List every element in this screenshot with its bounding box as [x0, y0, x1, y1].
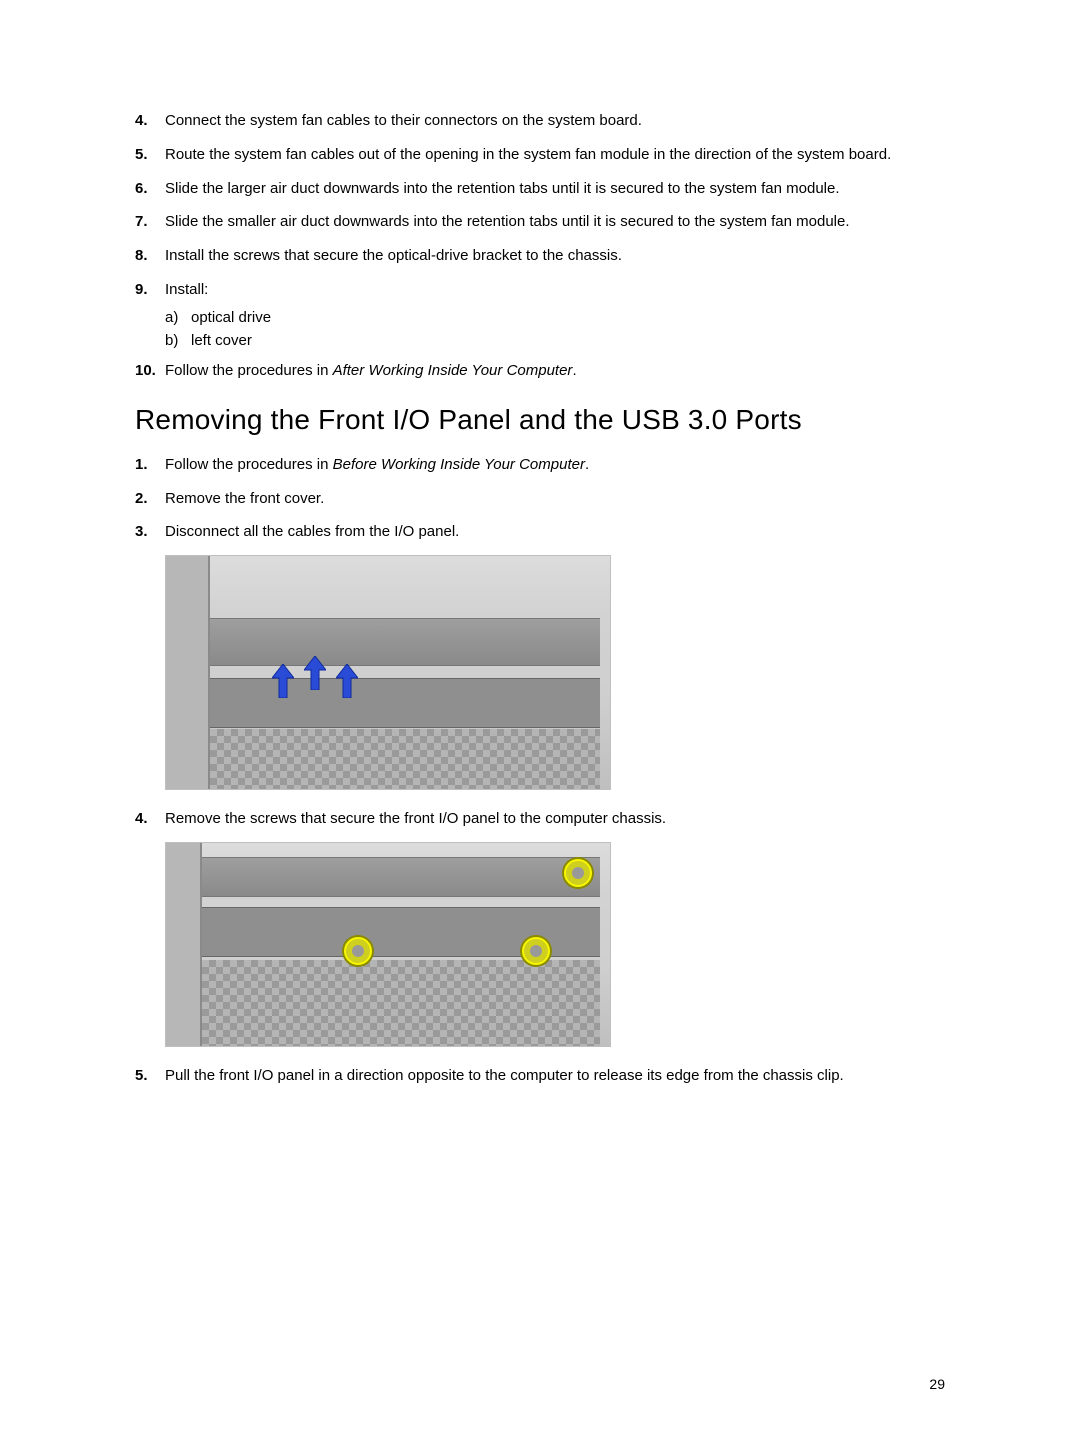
arrow-up-icon: [272, 664, 294, 698]
step-text: Pull the front I/O panel in a direction …: [165, 1065, 945, 1087]
mesh-grille: [202, 960, 600, 1046]
step-text: Connect the system fan cables to their c…: [165, 110, 945, 132]
step10-pre: Follow the procedures in: [165, 362, 333, 379]
step-number: 2.: [135, 488, 165, 510]
step-text: Slide the larger air duct downwards into…: [165, 178, 945, 200]
section-heading: Removing the Front I/O Panel and the USB…: [135, 404, 945, 436]
s2-1-pre: Follow the procedures in: [165, 456, 333, 473]
step-8: 8. Install the screws that secure the op…: [135, 245, 945, 267]
ordered-list-section2: 1. Follow the procedures in Before Worki…: [135, 454, 945, 1087]
step-number: 8.: [135, 245, 165, 267]
step-text: Slide the smaller air duct downwards int…: [165, 211, 945, 233]
sublist-text: left cover: [191, 330, 252, 352]
screw-highlight-icon: [522, 937, 550, 965]
step-text: Install: a) optical drive b) left cover: [165, 279, 945, 354]
install-sublist: a) optical drive b) left cover: [165, 307, 945, 353]
step-number: 3.: [135, 521, 165, 543]
step-text: Install the screws that secure the optic…: [165, 245, 945, 267]
page-number: 29: [929, 1376, 945, 1392]
step-number: 7.: [135, 211, 165, 233]
s2-step-5: 5. Pull the front I/O panel in a directi…: [135, 1065, 945, 1087]
screw-highlight-icon: [564, 859, 592, 887]
step-6: 6. Slide the larger air duct downwards i…: [135, 178, 945, 200]
s2-1-italic: Before Working Inside Your Computer: [333, 456, 585, 473]
sublist-item-a: a) optical drive: [165, 307, 945, 329]
step-text: Remove the front cover.: [165, 488, 945, 510]
step-text: Follow the procedures in Before Working …: [165, 454, 945, 476]
sublist-marker: a): [165, 307, 191, 329]
install-lead: Install:: [165, 281, 208, 298]
step10-post: .: [572, 362, 576, 379]
sublist-marker: b): [165, 330, 191, 352]
io-panel-bar: [210, 678, 600, 728]
step-number: 1.: [135, 454, 165, 476]
figure-remove-screws: [165, 842, 611, 1047]
s2-step-1: 1. Follow the procedures in Before Worki…: [135, 454, 945, 476]
step-9: 9. Install: a) optical drive b) left cov…: [135, 279, 945, 354]
arrow-up-icon: [336, 664, 358, 698]
sublist-item-b: b) left cover: [165, 330, 945, 352]
chassis-edge: [166, 556, 210, 789]
step-number: 10.: [135, 360, 165, 382]
arrow-up-icon: [304, 656, 326, 690]
step-number: 5.: [135, 1065, 165, 1087]
screw-highlight-icon: [344, 937, 372, 965]
step-number: 4.: [135, 808, 165, 830]
step-5: 5. Route the system fan cables out of th…: [135, 144, 945, 166]
s2-step-4: 4. Remove the screws that secure the fro…: [135, 808, 945, 830]
step-number: 5.: [135, 144, 165, 166]
s2-1-post: .: [585, 456, 589, 473]
bracket-band: [210, 618, 600, 666]
step-text: Remove the screws that secure the front …: [165, 808, 945, 830]
step-10: 10. Follow the procedures in After Worki…: [135, 360, 945, 382]
step-number: 6.: [135, 178, 165, 200]
bracket-band: [202, 857, 600, 897]
s2-step-3: 3. Disconnect all the cables from the I/…: [135, 521, 945, 543]
step-number: 9.: [135, 279, 165, 301]
sublist-text: optical drive: [191, 307, 271, 329]
step-4: 4. Connect the system fan cables to thei…: [135, 110, 945, 132]
figure-disconnect-cables: [165, 555, 611, 790]
step10-italic: After Working Inside Your Computer: [333, 362, 573, 379]
step-text: Route the system fan cables out of the o…: [165, 144, 945, 166]
step-text: Follow the procedures in After Working I…: [165, 360, 945, 382]
step-7: 7. Slide the smaller air duct downwards …: [135, 211, 945, 233]
s2-step-2: 2. Remove the front cover.: [135, 488, 945, 510]
mesh-grille: [210, 729, 600, 789]
ordered-list-top: 4. Connect the system fan cables to thei…: [135, 110, 945, 382]
step-number: 4.: [135, 110, 165, 132]
chassis-edge: [166, 843, 202, 1046]
page-content: 4. Connect the system fan cables to thei…: [0, 0, 1080, 1147]
step-text: Disconnect all the cables from the I/O p…: [165, 521, 945, 543]
